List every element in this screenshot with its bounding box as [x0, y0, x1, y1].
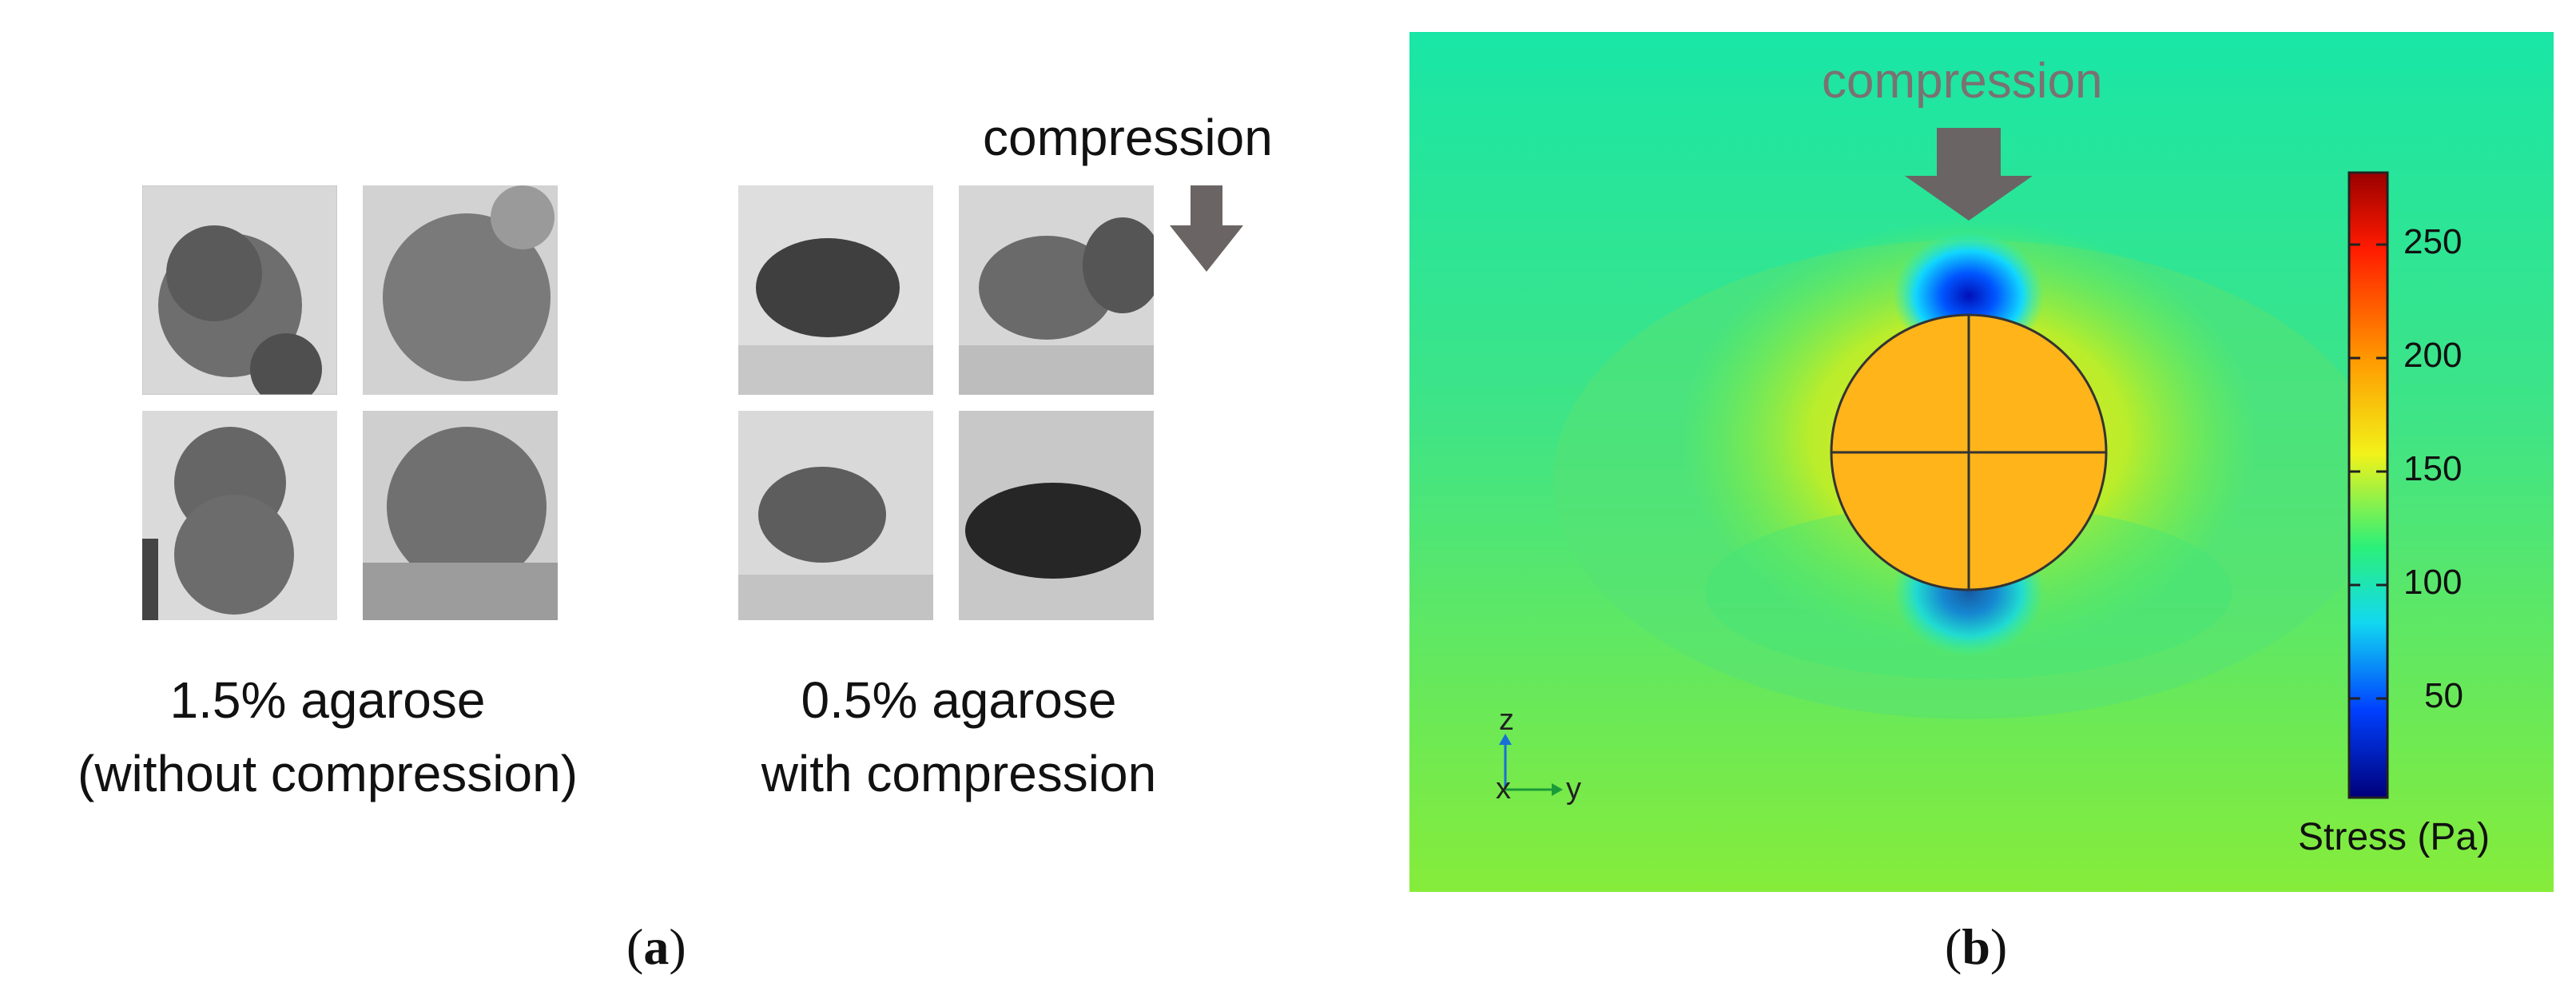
colorbar-tick-250: 250: [2403, 222, 2463, 261]
compression-arrow-a: [1170, 185, 1243, 272]
compression-label-a: compression: [983, 109, 1273, 166]
colorbar-title: Stress (Pa): [2298, 816, 2491, 858]
spheroid-photo-6: [959, 185, 1154, 395]
axis-label-y: y: [1566, 772, 1581, 806]
spheroid-photo-3: [142, 411, 337, 620]
spheroid-photo-7: [738, 411, 933, 620]
axis-triad: [1499, 734, 1563, 796]
colorbar-tick-150: 150: [2403, 449, 2463, 488]
spheroid-photo-8: [959, 411, 1154, 620]
colorbar-tick-50: 50: [2424, 676, 2463, 715]
axis-label-x: x: [1496, 772, 1511, 806]
axis-label-z: z: [1499, 703, 1514, 737]
spheroid-photo-1: [142, 185, 337, 395]
spheroid-photo-4: [363, 411, 558, 620]
compression-arrow-b: [1905, 128, 2033, 221]
caption-left-line1: 1.5% agarose: [169, 671, 486, 729]
spheroid-photo-5: [738, 185, 933, 395]
caption-right-line2: with compression: [761, 745, 1157, 802]
caption-right: 0.5% agarose with compression: [703, 663, 1214, 810]
colorbar-tick-100: 100: [2403, 563, 2463, 602]
compression-label-b: compression: [1822, 54, 2103, 109]
colorbar-tick-200: 200: [2403, 336, 2463, 375]
caption-right-line1: 0.5% agarose: [801, 671, 1117, 729]
spheroid-photo-2: [363, 185, 558, 395]
panel-label-b: (b): [1945, 918, 2008, 975]
caption-left-line2: (without compression): [78, 745, 578, 802]
colorbar: [2347, 171, 2389, 799]
stress-simulation-plot: [1409, 32, 2554, 892]
panel-label-a: (a): [626, 918, 686, 975]
caption-left: 1.5% agarose (without compression): [24, 663, 631, 810]
